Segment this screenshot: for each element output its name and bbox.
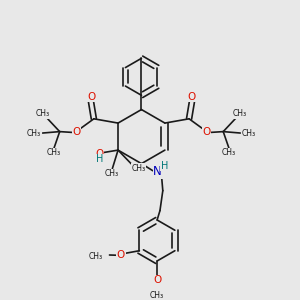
Text: H: H [160, 160, 168, 171]
Text: CH₃: CH₃ [36, 110, 50, 118]
Text: O: O [87, 92, 95, 102]
Text: CH₃: CH₃ [132, 164, 146, 173]
Text: CH₃: CH₃ [242, 128, 256, 137]
Text: CH₃: CH₃ [150, 292, 164, 300]
Text: CH₃: CH₃ [105, 169, 119, 178]
Text: H: H [96, 154, 104, 164]
Text: CH₃: CH₃ [89, 252, 103, 261]
Text: O: O [95, 149, 103, 159]
Text: CH₃: CH₃ [233, 110, 247, 118]
Text: O: O [202, 128, 210, 137]
Text: O: O [153, 275, 161, 285]
Text: O: O [188, 92, 196, 102]
Text: CH₃: CH₃ [47, 148, 61, 157]
Text: O: O [117, 250, 125, 260]
Text: CH₃: CH₃ [27, 128, 41, 137]
Text: CH₃: CH₃ [222, 148, 236, 157]
Text: N: N [153, 165, 162, 178]
Text: O: O [73, 128, 81, 137]
